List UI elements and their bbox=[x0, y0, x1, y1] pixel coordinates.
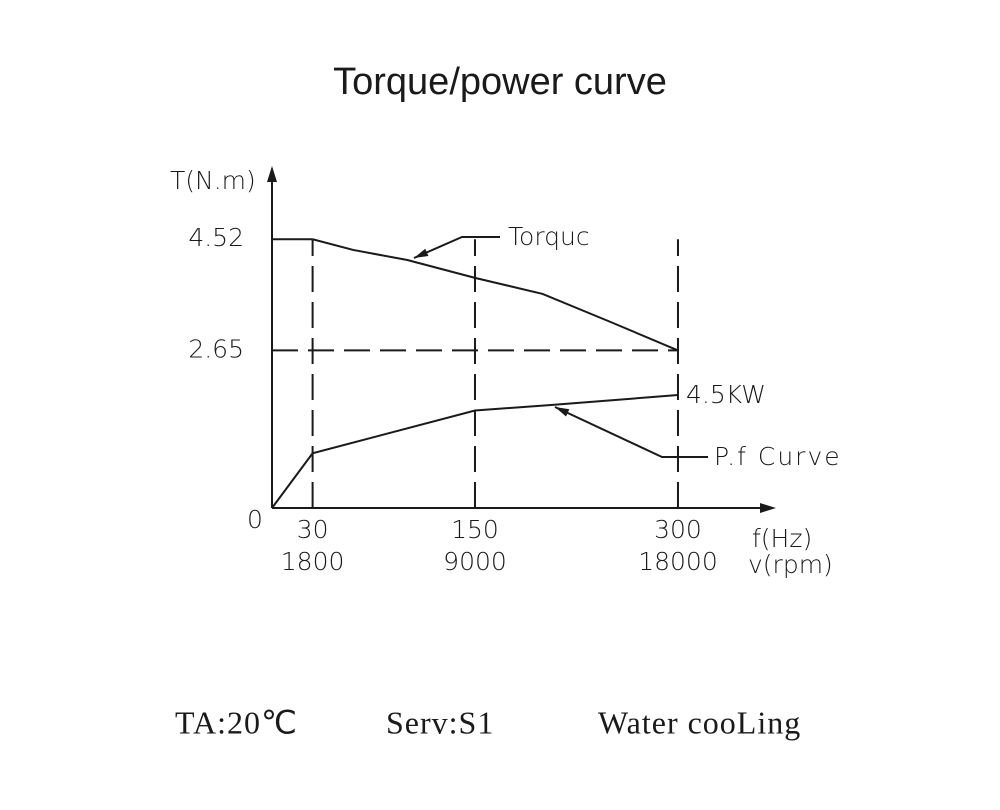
footer-text: TA:20℃ bbox=[175, 704, 298, 740]
x-axis-label: f(Hz) bbox=[752, 524, 812, 553]
y-tick-label: 2.65 bbox=[188, 334, 244, 363]
series-annotation: P.f Curve bbox=[714, 442, 842, 471]
x2-tick-label: 18000 bbox=[638, 547, 718, 576]
chart-title: Torque/power curve bbox=[333, 61, 667, 103]
callout-arrow bbox=[555, 407, 570, 417]
x-axis-arrow bbox=[760, 503, 776, 513]
y-axis-arrow bbox=[267, 166, 277, 182]
series-line bbox=[271, 394, 679, 509]
x2-axis-label: v(rpm) bbox=[748, 550, 833, 579]
x-tick-label: 30 bbox=[297, 515, 329, 544]
x-tick-label: 150 bbox=[451, 515, 499, 544]
y-axis-label: T(N.m) bbox=[170, 166, 256, 195]
y-tick-label: 4.52 bbox=[188, 223, 244, 252]
footer-text: Serv:S1 bbox=[386, 704, 494, 740]
callout-line bbox=[554, 406, 708, 458]
x2-tick-label: 1800 bbox=[281, 547, 345, 576]
callout-arrow bbox=[414, 248, 429, 258]
footer-text: Water cooLing bbox=[598, 704, 801, 740]
x2-tick-label: 9000 bbox=[443, 547, 507, 576]
callout-line bbox=[413, 236, 500, 259]
x-tick-label: 300 bbox=[654, 515, 702, 544]
series-annotation: Torquc bbox=[508, 222, 590, 251]
series-line bbox=[312, 238, 679, 352]
annotation: 4.5KW bbox=[686, 380, 766, 409]
y-tick-label: 0 bbox=[247, 505, 263, 534]
